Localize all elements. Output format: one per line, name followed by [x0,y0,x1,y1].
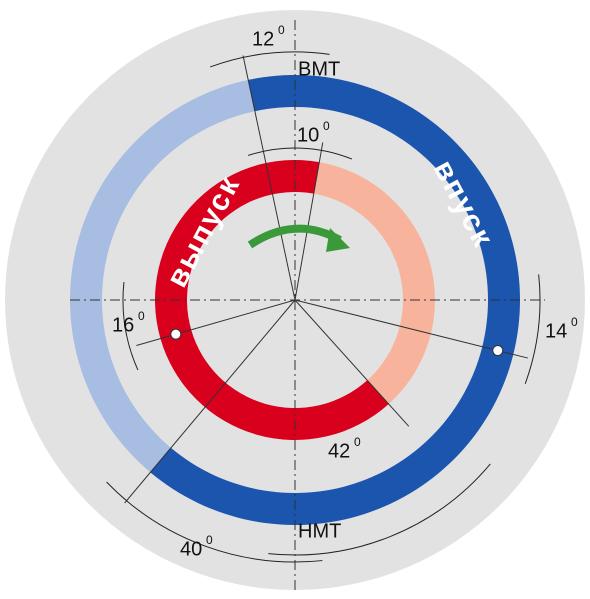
exhaust-ring-open [155,159,389,440]
angle-label: 40 [180,538,202,560]
intake-ring-open [150,74,520,525]
rings [70,74,520,525]
dimension-arc [122,281,139,371]
degree-sign: 0 [206,533,213,547]
angle-label: 42 [328,440,350,462]
degree-sign: 0 [138,309,145,323]
radial-line [242,55,296,301]
radial-line [294,299,528,359]
guide-lines [70,20,545,590]
marker-dot [492,345,504,357]
radial-line [124,299,296,504]
dimension-arc [210,51,330,68]
rotation-arrow-head [326,228,350,252]
bdc-label: НМТ [298,520,341,542]
angle-label: 16 [112,314,134,336]
radial-line [294,142,324,301]
intake-ring-closed [70,79,255,473]
radial-line [136,299,296,346]
degree-sign: 0 [354,435,361,449]
dimension-arc [268,463,491,556]
angle-label: 14 [545,320,567,342]
angle-label: 10 [297,124,319,146]
marker-dot [170,328,182,340]
tdc-label: ВМТ [298,58,340,80]
degree-sign: 0 [278,23,285,37]
annotations: 12 0 10 0 14 0 16 0 42 0 40 0 [106,23,578,563]
degree-sign: 0 [571,315,578,329]
dimension-arc [524,274,541,384]
dimension-arc [106,481,323,563]
angle-label: 12 [252,28,274,50]
dimension-arc [247,147,353,160]
radial-line [294,299,410,427]
exhaust-ring-closed [313,162,436,405]
degree-sign: 0 [323,119,330,133]
